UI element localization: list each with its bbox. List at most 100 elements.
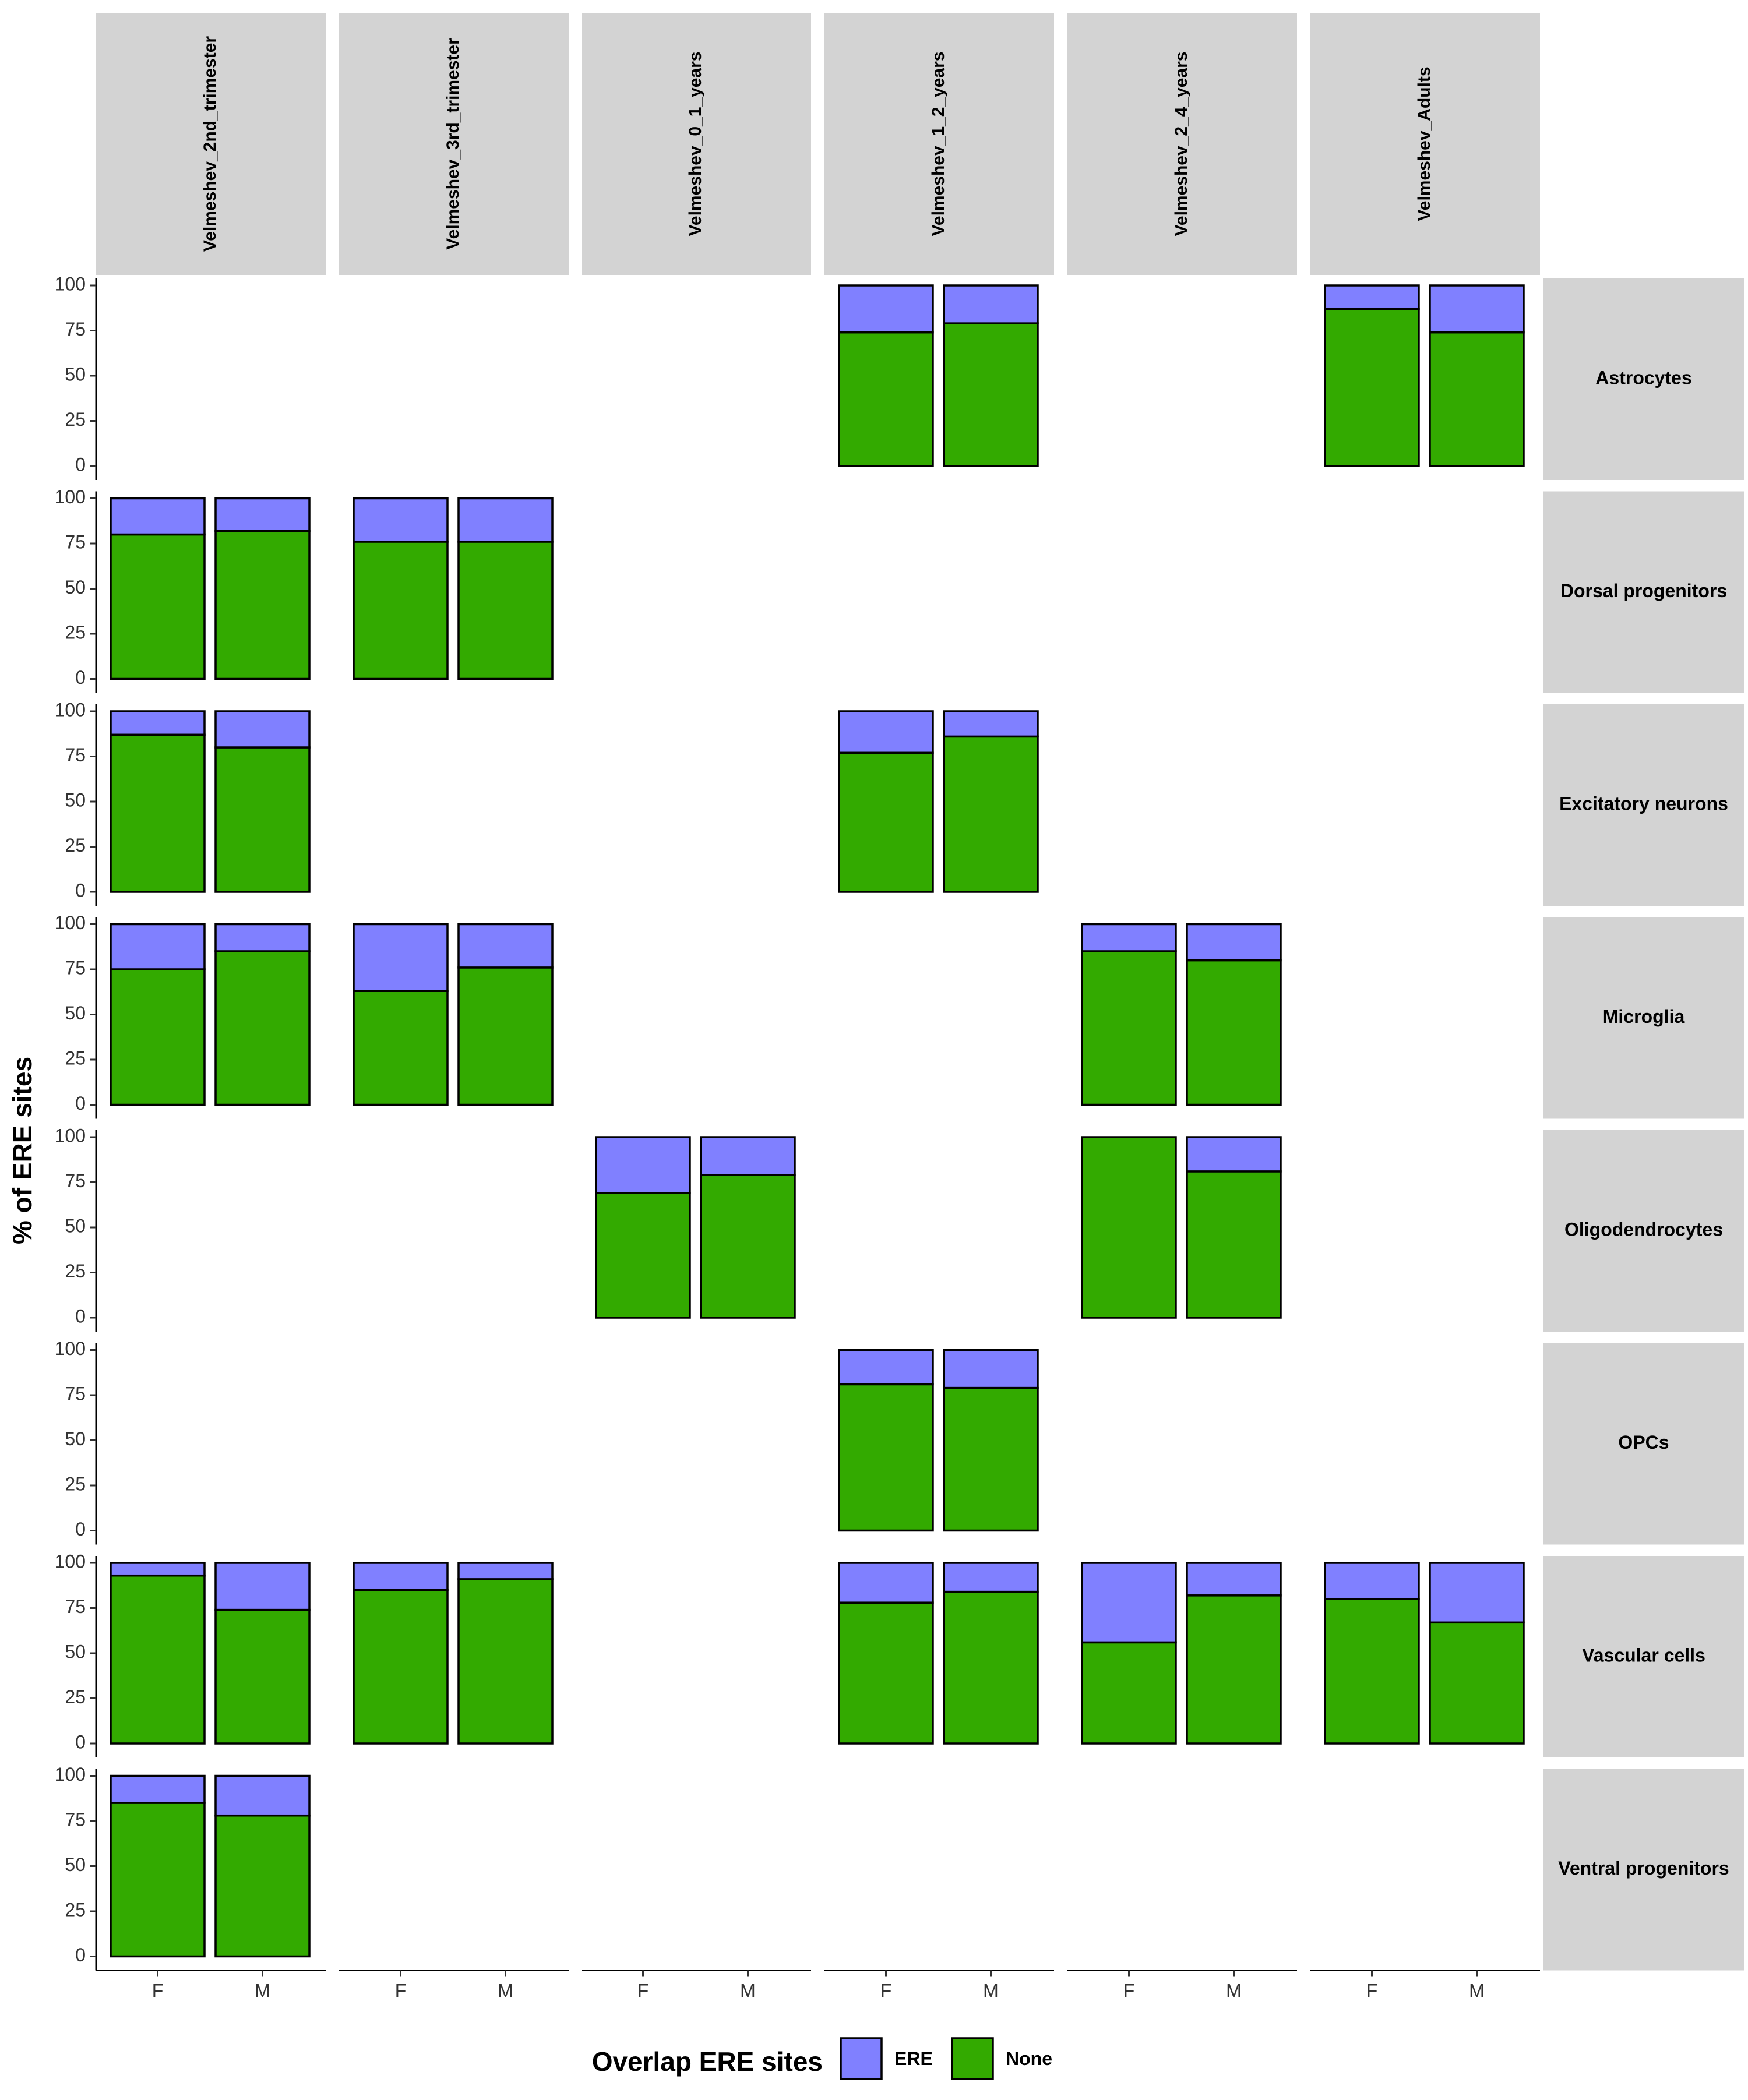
row-strip [1543, 1556, 1744, 1757]
y-tick-label: 0 [75, 1731, 86, 1752]
y-tick-label: 25 [65, 1899, 86, 1920]
bar-none [353, 1589, 449, 1745]
axes: 0 25 50 75 100 0 25 50 75 100 0 25 50 75 100 0 25 50 75 100… [55, 273, 1540, 2002]
x-tick-label: F [395, 1981, 407, 2002]
bar-none [214, 950, 311, 1106]
bar-none [1186, 1594, 1282, 1745]
bar-ere [838, 1562, 934, 1604]
column-strip-label: Velmeshev_1_2_years [929, 52, 948, 237]
x-tick-label: F [1123, 1981, 1135, 2002]
column-strip [824, 13, 1054, 275]
y-tick-label: 75 [65, 1596, 86, 1617]
y-tick-label: 100 [55, 486, 86, 507]
bar-ere [214, 710, 311, 749]
bar-none [353, 541, 449, 680]
row-strip [1543, 704, 1744, 906]
bar-ere [838, 1349, 934, 1386]
bar-ere [110, 1562, 206, 1577]
bar-none [1186, 959, 1282, 1106]
bar-none [110, 1574, 206, 1745]
row-strip [1543, 1769, 1744, 1971]
bar-none [110, 733, 206, 893]
bar-none [943, 735, 1039, 893]
row-strip-label: Dorsal progenitors [1560, 580, 1727, 601]
bar-none [110, 1802, 206, 1958]
bar-none [353, 990, 449, 1106]
bar-none [943, 322, 1039, 467]
bar-ere [943, 1562, 1039, 1593]
x-tick-label: F [637, 1981, 649, 2002]
y-tick-label: 25 [65, 1047, 86, 1068]
bar-ere [1081, 1562, 1177, 1644]
y-tick-label: 75 [65, 957, 86, 978]
y-tick-label: 50 [65, 1428, 86, 1449]
column-strip [1067, 13, 1297, 275]
bar-none [943, 1590, 1039, 1745]
x-tick-label: M [255, 1981, 270, 2002]
y-tick-label: 100 [55, 699, 86, 720]
row-strip-label: Astrocytes [1595, 367, 1691, 388]
bar-ere [353, 497, 449, 543]
bars [110, 284, 1525, 1958]
bar-ere [110, 923, 206, 970]
y-tick-label: 100 [55, 912, 86, 933]
bar-none [595, 1192, 691, 1319]
row-strip [1543, 1130, 1744, 1332]
bar-ere [353, 1562, 449, 1591]
y-tick-label: 100 [55, 1338, 86, 1359]
bar-ere [1429, 284, 1525, 334]
bar-none [943, 1386, 1039, 1532]
column-strip [339, 13, 569, 275]
bar-none [457, 966, 554, 1106]
bar-none [214, 1814, 311, 1958]
legend-label: ERE [894, 2048, 933, 2069]
bar-ere [457, 923, 554, 969]
bar-none [457, 541, 554, 680]
row-strip-label: Ventral progenitors [1558, 1858, 1729, 1879]
legend-key [951, 2037, 994, 2080]
row-strip-label: Excitatory neurons [1559, 793, 1728, 814]
y-tick-label: 75 [65, 1383, 86, 1404]
column-strip [582, 13, 811, 275]
bar-ere [1081, 923, 1177, 952]
y-tick-label: 100 [55, 273, 86, 294]
y-tick-label: 0 [75, 1944, 86, 1965]
y-tick-label: 75 [65, 1170, 86, 1191]
bar-ere [1186, 1136, 1282, 1173]
y-tick-label: 25 [65, 622, 86, 643]
y-tick-label: 25 [65, 1473, 86, 1494]
x-tick-label: F [152, 1981, 164, 2002]
bar-ere [214, 497, 311, 532]
bar-ere [943, 710, 1039, 738]
bar-none [1081, 1136, 1177, 1319]
x-tick-label: M [1469, 1981, 1485, 2002]
bar-ere [214, 1774, 311, 1817]
bar-ere [943, 284, 1039, 324]
x-tick-label: F [1366, 1981, 1378, 2002]
x-tick-label: M [740, 1981, 756, 2002]
bar-ere [1186, 1562, 1282, 1597]
bar-none [457, 1578, 554, 1745]
y-tick-label: 0 [75, 1093, 86, 1114]
x-tick-label: M [1226, 1981, 1242, 2002]
bar-none [214, 746, 311, 893]
y-tick-label: 75 [65, 744, 86, 765]
bar-ere [110, 710, 206, 736]
column-strip-label: Velmeshev_0_1_years [686, 52, 705, 237]
legend-title: Overlap ERE sites [592, 2046, 823, 2077]
bar-ere [110, 497, 206, 536]
bar-ere [1324, 284, 1420, 310]
bar-none [110, 533, 206, 680]
y-tick-label: 50 [65, 1854, 86, 1875]
bar-ere [353, 923, 449, 992]
column-strip-label: Velmeshev_Adults [1415, 66, 1434, 221]
bar-none [214, 1608, 311, 1745]
bar-none [838, 331, 934, 467]
bar-ere [214, 923, 311, 952]
x-tick-label: M [983, 1981, 999, 2002]
y-tick-label: 75 [65, 1809, 86, 1830]
y-tick-label: 100 [55, 1125, 86, 1146]
y-tick-label: 0 [75, 1305, 86, 1326]
